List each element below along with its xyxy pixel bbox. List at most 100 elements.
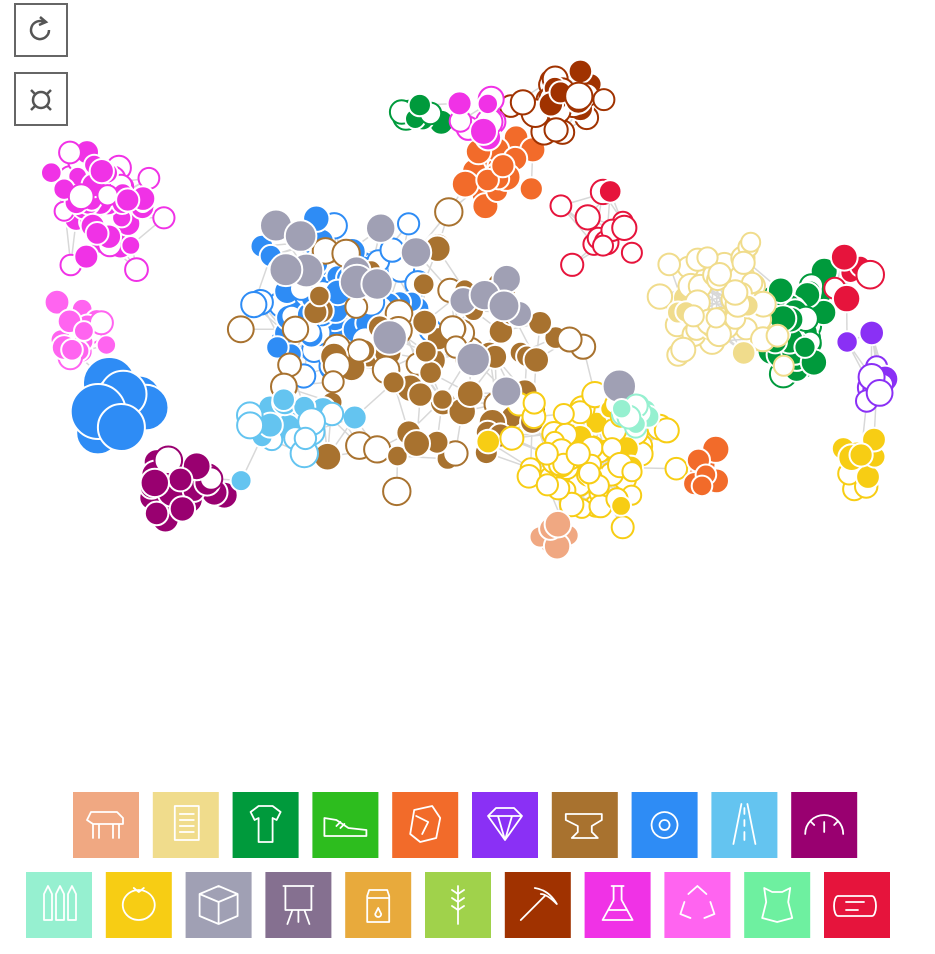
product-node[interactable] [518,176,544,202]
product-node[interactable] [431,388,454,411]
reset-button[interactable] [14,3,68,57]
product-node[interactable] [653,417,680,444]
product-node[interactable] [831,283,862,314]
product-node[interactable] [567,58,594,85]
legend-tile[interactable] [791,792,858,858]
product-node[interactable] [402,429,432,458]
legend-tile[interactable] [824,872,890,938]
product-node[interactable] [236,411,265,440]
product-node[interactable] [442,440,469,467]
legend-tile[interactable] [392,792,459,858]
legend-tile[interactable] [105,872,172,938]
product-node[interactable] [621,461,643,483]
product-node[interactable] [152,206,176,230]
product-node[interactable] [696,246,719,269]
product-node[interactable] [578,461,601,485]
product-node[interactable] [43,288,71,316]
product-node[interactable] [592,88,616,112]
product-node[interactable] [564,81,594,111]
product-node[interactable] [543,117,569,143]
product-node[interactable] [168,495,197,523]
product-node[interactable] [281,315,310,343]
product-node[interactable] [363,435,392,464]
legend-tile[interactable] [152,792,219,858]
product-node[interactable] [167,466,194,493]
product-node[interactable] [475,167,500,193]
product-node[interactable] [552,403,575,425]
product-node[interactable] [271,387,297,413]
product-node[interactable] [407,381,434,408]
product-node[interactable] [365,212,397,244]
product-node[interactable] [418,360,443,385]
product-node[interactable] [543,509,573,539]
product-node[interactable] [96,184,119,207]
product-node[interactable] [96,403,146,452]
product-node[interactable] [646,283,674,310]
product-node[interactable] [346,338,372,363]
legend-tile[interactable] [504,872,571,938]
product-node[interactable] [382,476,412,507]
product-node[interactable] [40,161,63,184]
product-node[interactable] [476,92,499,116]
product-node[interactable] [731,250,756,275]
product-node[interactable] [549,194,573,218]
legend-tile[interactable] [312,792,379,858]
product-node[interactable] [772,354,795,377]
product-node[interactable] [84,221,110,246]
product-node[interactable] [858,319,886,347]
product-node[interactable] [657,252,682,277]
legend-tile[interactable] [631,792,698,858]
legend-tile[interactable] [265,872,332,938]
product-node[interactable] [67,183,95,211]
product-node[interactable] [386,444,409,468]
product-node[interactable] [610,495,632,517]
product-node[interactable] [434,197,464,227]
product-node[interactable] [308,284,331,308]
product-node[interactable] [153,445,184,476]
product-node[interactable] [740,231,762,253]
product-node[interactable] [730,340,757,366]
product-node[interactable] [490,375,523,408]
product-node[interactable] [835,330,859,354]
product-node[interactable] [611,398,633,420]
product-node[interactable] [848,442,874,468]
product-node[interactable] [475,428,502,455]
product-node[interactable] [535,441,559,466]
product-node[interactable] [469,116,498,146]
product-node[interactable] [574,204,601,231]
product-node[interactable] [610,515,635,540]
product-node[interactable] [664,456,689,481]
product-node[interactable] [411,308,439,336]
product-node[interactable] [509,89,537,116]
product-node[interactable] [793,335,817,359]
product-node[interactable] [670,336,697,363]
legend-tile[interactable] [73,792,139,858]
product-node[interactable] [855,464,881,490]
product-node[interactable] [139,467,171,499]
product-node[interactable] [535,473,560,497]
product-node[interactable] [522,346,550,374]
legend-tile[interactable] [472,792,538,858]
product-node[interactable] [293,426,318,451]
legend-tile[interactable] [711,792,778,858]
product-node[interactable] [341,404,368,431]
product-node[interactable] [611,214,638,241]
legend-tile[interactable] [425,872,491,938]
product-node[interactable] [411,272,436,297]
legend-tile[interactable] [551,792,618,858]
product-node[interactable] [381,370,406,395]
product-node[interactable] [450,169,480,199]
product-node[interactable] [690,474,714,498]
product-node[interactable] [597,179,623,204]
layout-button[interactable] [14,72,68,126]
product-node[interactable] [560,252,585,277]
product-node[interactable] [829,242,859,272]
legend-tile[interactable] [664,872,731,938]
product-node[interactable] [559,491,585,518]
product-node[interactable] [722,279,749,306]
product-node[interactable] [73,243,100,270]
product-node[interactable] [95,334,118,356]
product-node[interactable] [407,92,432,118]
product-node[interactable] [855,259,886,290]
product-node[interactable] [620,241,643,264]
